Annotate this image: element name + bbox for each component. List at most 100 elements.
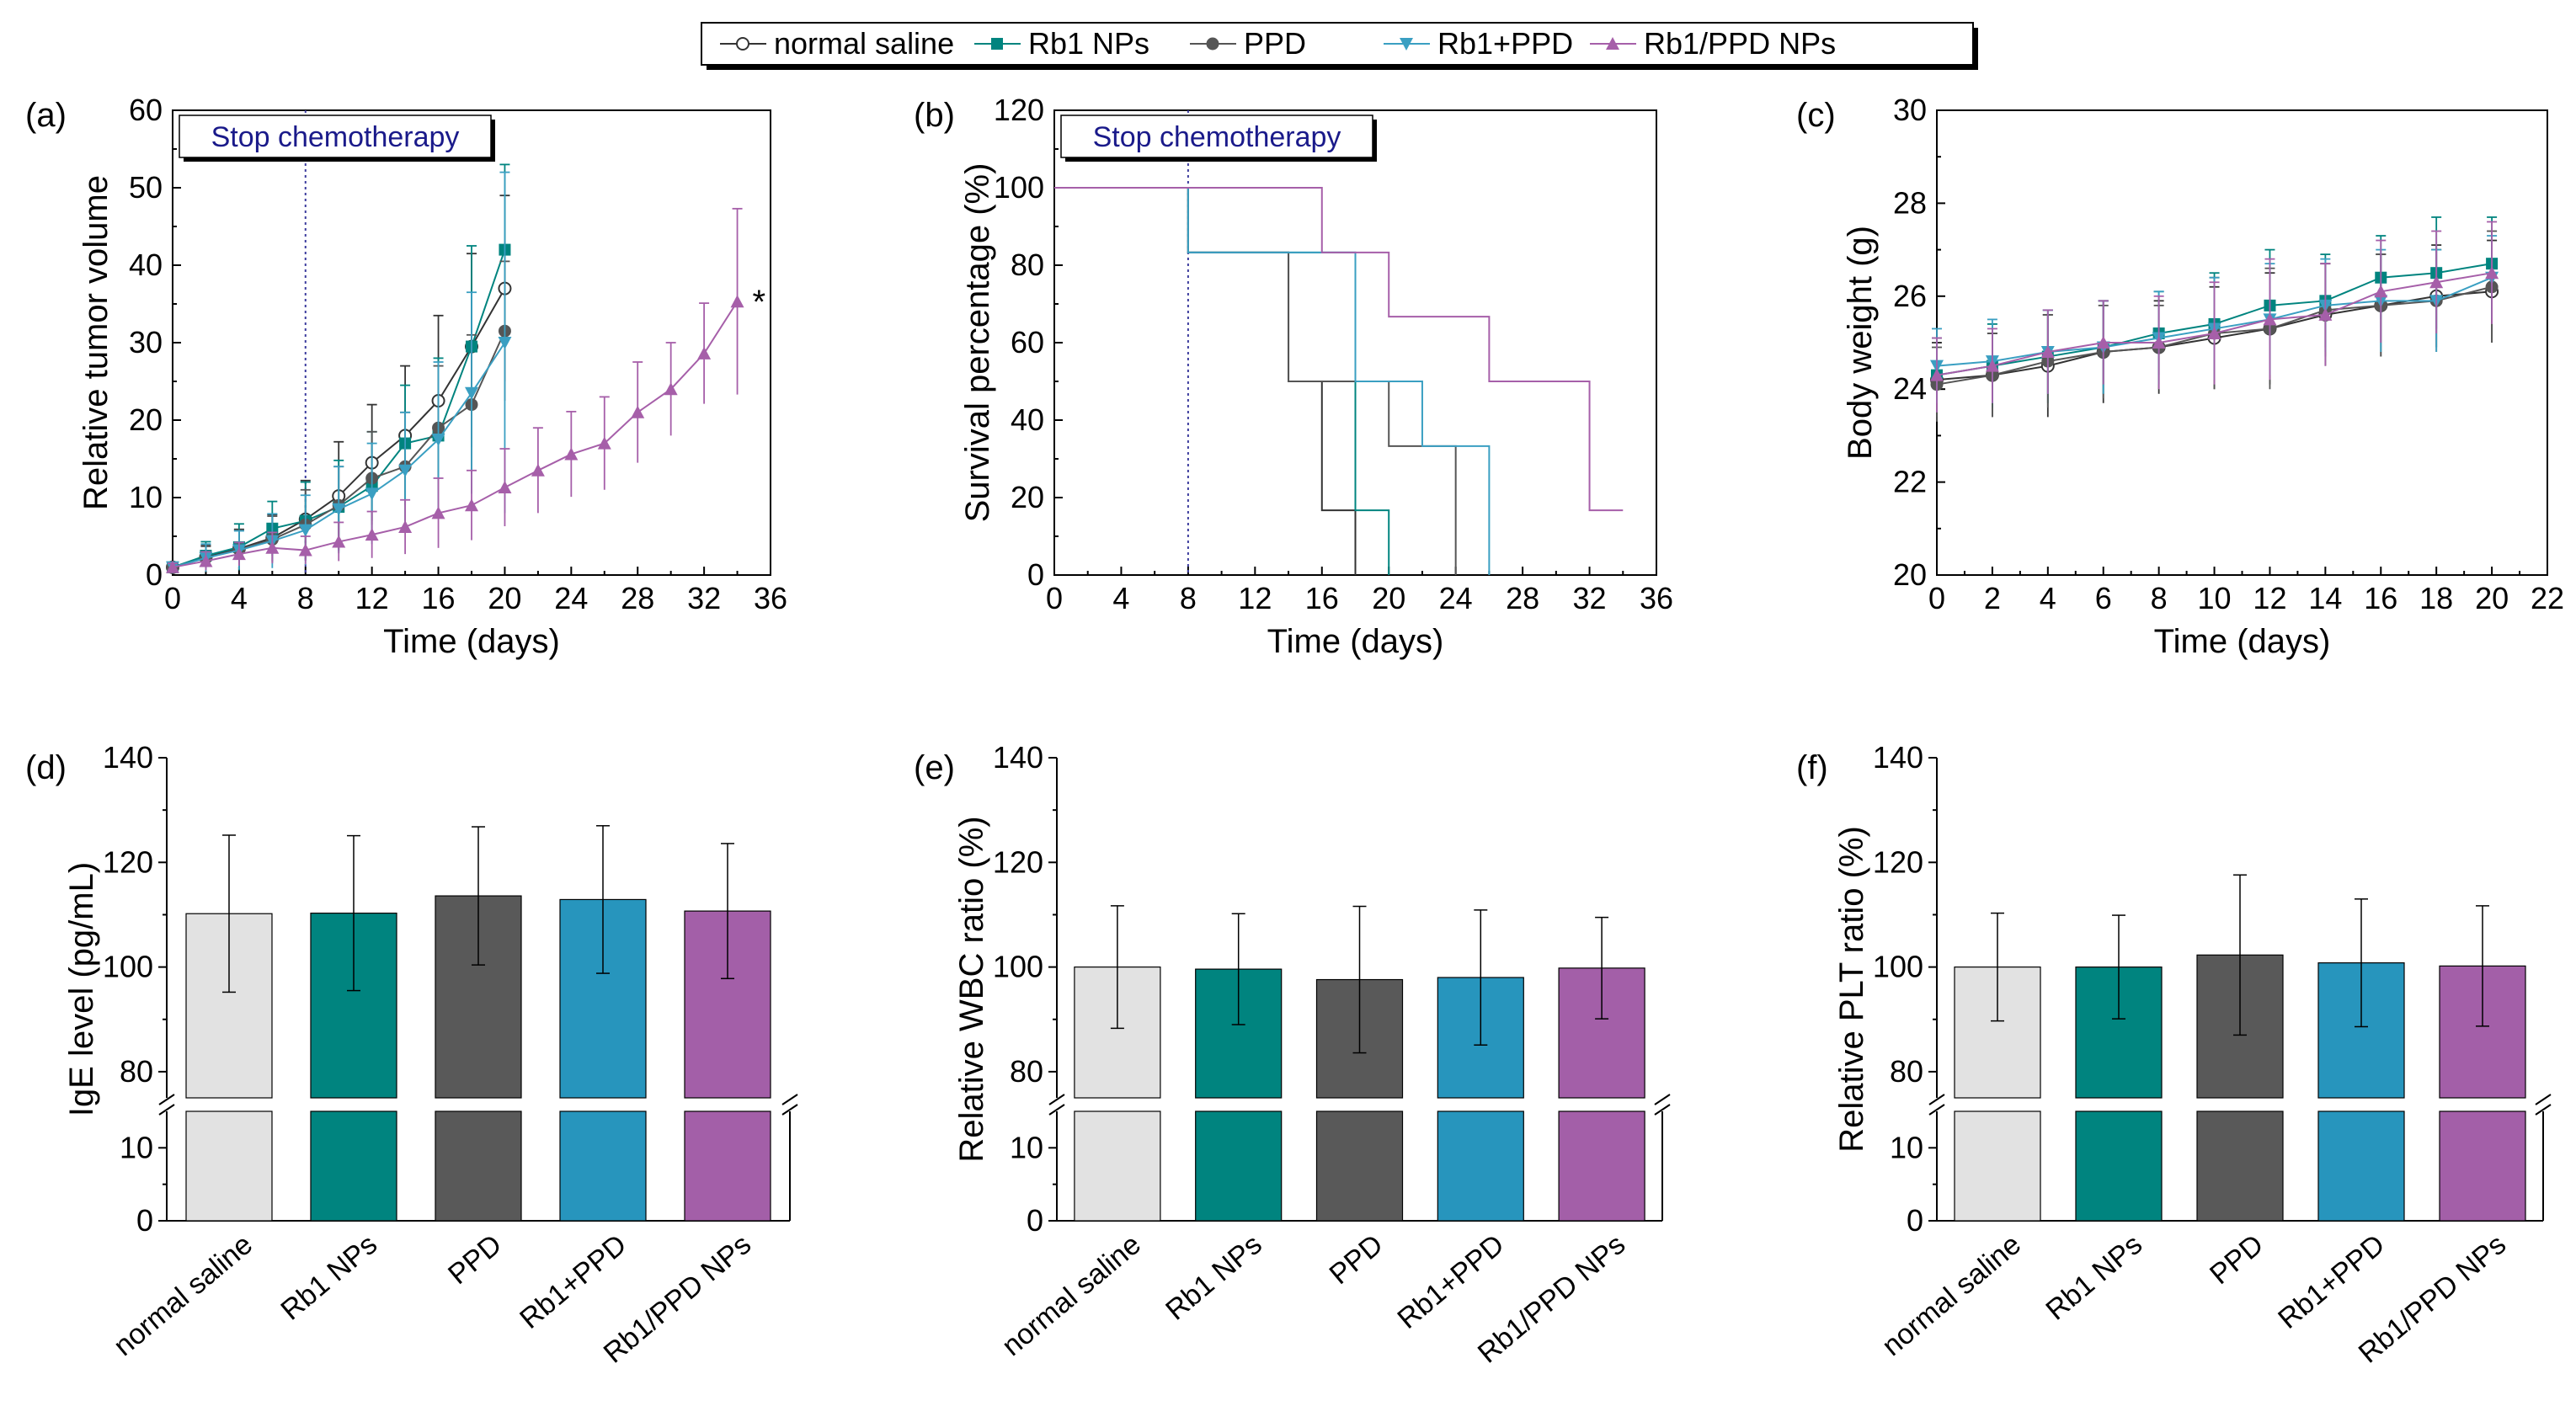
y-tick-label: 140 bbox=[993, 740, 1043, 775]
x-category-label: normal saline bbox=[108, 1228, 259, 1362]
y-axis-label: Relative tumor volume bbox=[77, 175, 115, 510]
legend: normal saline Rb1 NPs PPD Rb1+PPD Rb1/PPD NP… bbox=[701, 22, 1978, 70]
y-tick-label: 0 bbox=[1027, 557, 1044, 592]
x-tick-label: 16 bbox=[422, 581, 456, 615]
significance-star: * bbox=[753, 284, 766, 321]
break-mark bbox=[1654, 1094, 1671, 1105]
annotation-box bbox=[1060, 115, 1373, 158]
y-tick-label: 20 bbox=[1011, 480, 1044, 514]
bar-lower bbox=[559, 1110, 647, 1222]
x-tick-label: 32 bbox=[687, 581, 721, 615]
x-tick-label: 0 bbox=[1928, 581, 1945, 615]
x-tick-label: 12 bbox=[2253, 581, 2286, 615]
x-tick-label: 8 bbox=[2151, 581, 2168, 615]
x-tick-label: 18 bbox=[2419, 581, 2453, 615]
bar-group bbox=[1315, 905, 1404, 1222]
panel-label: (a) bbox=[25, 97, 67, 134]
x-axis-label: Time (days) bbox=[383, 623, 560, 660]
panel-label: (b) bbox=[914, 97, 955, 134]
bar-lower bbox=[2196, 1110, 2284, 1222]
data-point bbox=[265, 541, 280, 554]
x-tick-label: 20 bbox=[1372, 581, 1405, 615]
x-tick-label: 28 bbox=[1506, 581, 1539, 615]
data-point bbox=[1985, 359, 1999, 372]
bar-upper bbox=[2075, 967, 2163, 1099]
x-tick-label: 20 bbox=[2475, 581, 2509, 615]
x-tick-label: 20 bbox=[488, 581, 521, 615]
data-point bbox=[664, 382, 678, 396]
break-mark bbox=[1654, 1104, 1671, 1116]
y-tick-label: 0 bbox=[146, 557, 163, 592]
y-tick-label: 10 bbox=[1890, 1130, 1923, 1164]
data-point bbox=[298, 543, 312, 557]
x-axis-label: Time (days) bbox=[2154, 623, 2331, 660]
bar-group bbox=[310, 834, 397, 1222]
y-tick-label: 20 bbox=[1893, 557, 1927, 592]
data-point bbox=[2485, 266, 2499, 280]
legend-marker-0 bbox=[736, 37, 749, 51]
bar-lower bbox=[435, 1110, 522, 1222]
data-point bbox=[199, 554, 213, 567]
x-tick-label: 4 bbox=[2040, 581, 2056, 615]
series-rb1-ppd bbox=[1054, 187, 1491, 575]
y-tick-label: 80 bbox=[1890, 1054, 1923, 1089]
y-tick-label: 0 bbox=[1027, 1203, 1043, 1238]
bar-lower bbox=[1195, 1110, 1283, 1222]
x-category-label: Rb1+PPD bbox=[1391, 1228, 1510, 1335]
x-tick-label: 12 bbox=[1238, 581, 1272, 615]
x-category-label: PPD bbox=[1324, 1228, 1389, 1291]
axis-break-gap bbox=[155, 1099, 803, 1110]
y-tick-label: 60 bbox=[129, 93, 163, 127]
y-tick-label: 20 bbox=[129, 402, 163, 437]
bar-group bbox=[2317, 898, 2405, 1222]
data-point bbox=[232, 547, 246, 561]
bar-group bbox=[185, 834, 273, 1222]
x-tick-label: 32 bbox=[1573, 581, 1607, 615]
legend-label-2: PPD bbox=[1244, 26, 1306, 61]
x-tick-label: 36 bbox=[754, 581, 787, 615]
x-category-label: Rb1 NPs bbox=[1160, 1228, 1268, 1327]
x-tick-label: 4 bbox=[1112, 581, 1129, 615]
bar-group bbox=[2075, 914, 2163, 1222]
y-tick-label: 40 bbox=[1011, 402, 1044, 437]
break-mark bbox=[158, 1094, 175, 1105]
x-category-label: Rb1 NPs bbox=[275, 1228, 383, 1327]
break-mark bbox=[1928, 1094, 1945, 1105]
y-tick-label: 28 bbox=[1893, 185, 1927, 220]
y-tick-label: 24 bbox=[1893, 371, 1927, 406]
x-tick-label: 16 bbox=[2364, 581, 2397, 615]
data-point bbox=[564, 447, 579, 461]
bar-lower bbox=[310, 1110, 397, 1222]
data-point bbox=[2096, 336, 2110, 349]
x-tick-label: 0 bbox=[1046, 581, 1063, 615]
data-point bbox=[1930, 368, 1944, 381]
y-tick-label: 120 bbox=[1873, 844, 1923, 879]
panel-d-ige-level: 80 100 120 140 0 10 IgE level (pg/mL) normal sa… bbox=[25, 740, 803, 1370]
data-point bbox=[332, 503, 346, 516]
series-line bbox=[1054, 187, 1491, 575]
x-tick-label: 8 bbox=[1180, 581, 1197, 615]
bar-group bbox=[1195, 913, 1283, 1222]
data-point bbox=[631, 405, 645, 418]
legend-label-3: Rb1+PPD bbox=[1437, 26, 1573, 61]
data-point bbox=[498, 481, 512, 494]
x-tick-label: 28 bbox=[621, 581, 654, 615]
break-mark bbox=[781, 1104, 798, 1116]
bar-lower bbox=[1315, 1110, 1404, 1222]
y-tick-label: 120 bbox=[103, 844, 153, 879]
x-tick-label: 22 bbox=[2531, 581, 2564, 615]
y-axis-label: Survival percentage (%) bbox=[959, 163, 996, 523]
data-point bbox=[730, 295, 744, 308]
bar-group bbox=[1437, 909, 1524, 1222]
bar-group bbox=[1074, 905, 1161, 1222]
y-tick-label: 0 bbox=[1907, 1203, 1923, 1238]
bar-lower bbox=[684, 1110, 771, 1222]
y-tick-label: 120 bbox=[993, 844, 1043, 879]
panel-label: (e) bbox=[914, 749, 955, 786]
series-rb1-ppd-nps bbox=[1054, 187, 1624, 512]
panel-e-wbc-ratio: 80 100 120 140 0 10 Relative WBC ratio (%) norm… bbox=[914, 740, 1676, 1370]
break-mark bbox=[781, 1094, 798, 1105]
x-tick-label: 24 bbox=[1439, 581, 1473, 615]
bar-group bbox=[1558, 916, 1645, 1222]
